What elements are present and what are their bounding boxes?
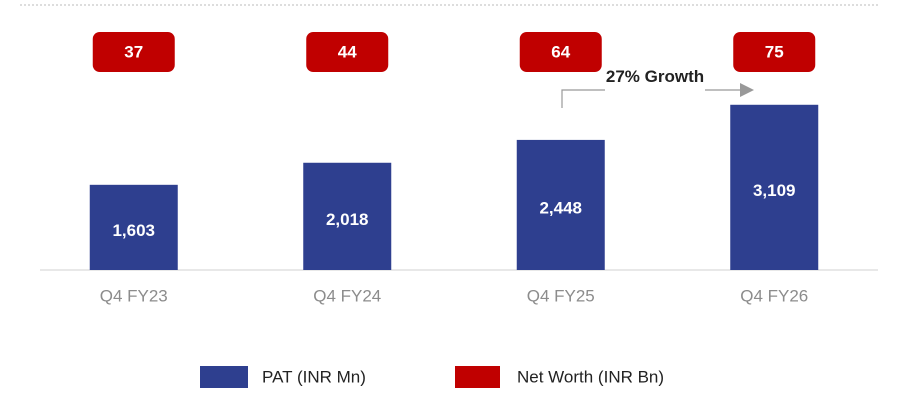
net-worth-label: 44 bbox=[338, 42, 357, 61]
arrow-head bbox=[740, 83, 754, 97]
x-tick-label: Q4 FY25 bbox=[527, 286, 595, 305]
net-worth-box bbox=[519, 32, 602, 72]
bar-label: 2,448 bbox=[539, 198, 582, 217]
bar bbox=[89, 184, 178, 270]
net-worth-label: 64 bbox=[551, 42, 570, 61]
net-worth-box bbox=[92, 32, 175, 72]
bar-label: 2,018 bbox=[326, 210, 369, 229]
bar-label: 1,603 bbox=[112, 221, 155, 240]
legend-swatch bbox=[455, 366, 500, 388]
bar-label: 3,109 bbox=[753, 181, 796, 200]
net-worth-label: 75 bbox=[765, 42, 784, 61]
legend-label: Net Worth (INR Bn) bbox=[517, 367, 664, 386]
net-worth-box bbox=[733, 32, 816, 72]
net-worth-box bbox=[306, 32, 389, 72]
bar bbox=[516, 139, 605, 270]
net-worth-label: 37 bbox=[124, 42, 143, 61]
x-tick-label: Q4 FY24 bbox=[313, 286, 381, 305]
growth-arrow bbox=[561, 89, 742, 108]
legend-swatch bbox=[200, 366, 248, 388]
bar bbox=[730, 104, 819, 270]
x-tick-label: Q4 FY26 bbox=[740, 286, 808, 305]
legend-label: PAT (INR Mn) bbox=[262, 367, 366, 386]
x-tick-label: Q4 FY23 bbox=[100, 286, 168, 305]
bar bbox=[303, 162, 392, 270]
growth-annotation: 27% Growth bbox=[605, 62, 705, 91]
